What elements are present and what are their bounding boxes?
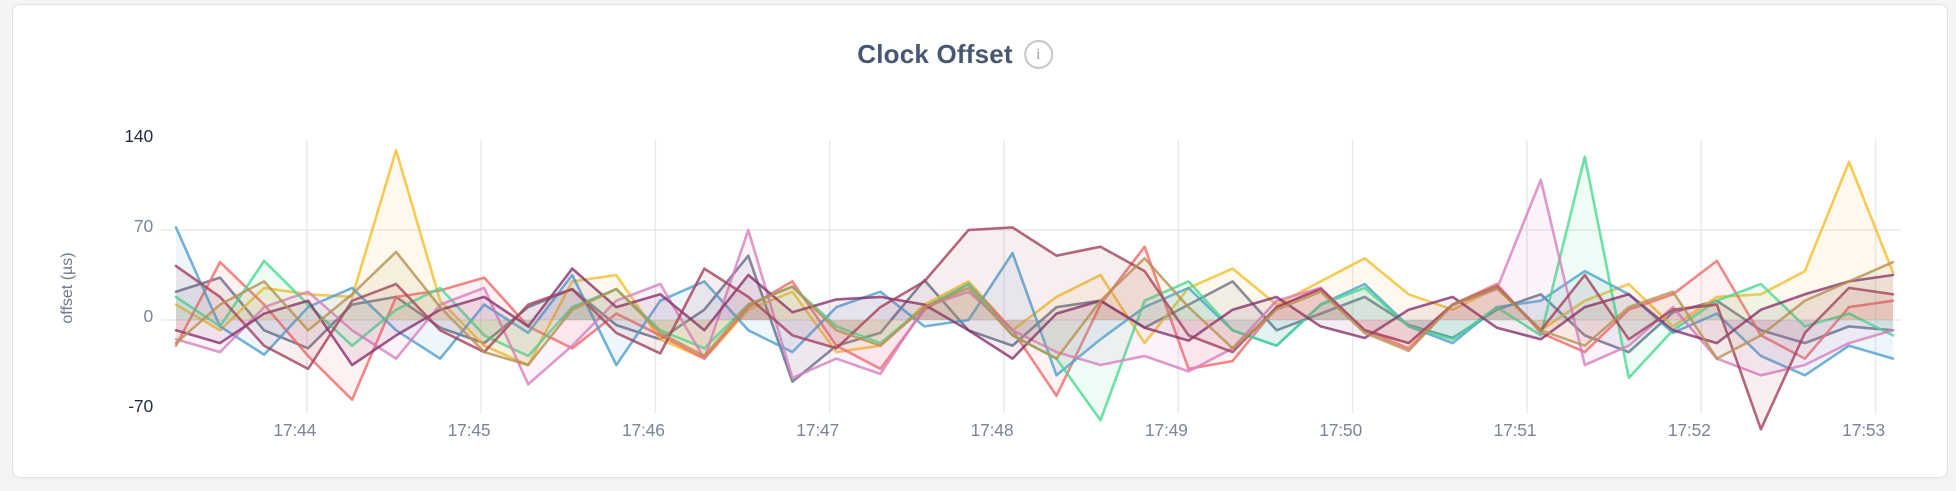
x-tick-label: 17:47 (796, 420, 840, 440)
line-chart[interactable] (13, 5, 1956, 491)
series-area-series-4 (176, 227, 1893, 376)
chart-title: Clock Offset (857, 39, 1013, 69)
info-icon[interactable]: i (1023, 40, 1053, 69)
y-tick-label: -70 (128, 396, 153, 416)
y-tick-label: 70 (133, 216, 153, 236)
x-tick-label: 17:53 (1842, 420, 1885, 440)
series-area-series-8 (176, 227, 1893, 430)
x-tick-label: 17:50 (1319, 420, 1362, 440)
series-area-series-6 (176, 179, 1893, 385)
x-tick-label: 17:44 (273, 420, 317, 440)
y-tick-label: 0 (143, 306, 153, 326)
x-tick-label: 17:49 (1144, 420, 1188, 440)
x-tick-label: 17:52 (1667, 420, 1711, 440)
chart-card: Clock Offset i offset (µs) 140 70 0 -70 17:… (12, 4, 1948, 478)
x-tick-label: 17:46 (621, 420, 665, 440)
series-line-series-6 (174, 178, 1895, 386)
series-area-series-3 (176, 246, 1893, 400)
x-tick-label: 17:45 (447, 420, 491, 440)
series-line-series-9 (174, 250, 1895, 367)
series-area-series-7 (176, 268, 1893, 365)
chart-header: Clock Offset i (857, 39, 1053, 70)
series-line-series-8 (174, 226, 1895, 431)
x-tick-label: 17:51 (1493, 420, 1537, 440)
series-line-series-7 (174, 267, 1895, 367)
x-tick-label: 17:48 (970, 420, 1014, 440)
series-line-series-3 (174, 245, 1895, 402)
y-tick-label: 140 (124, 126, 153, 146)
series-line-series-1 (174, 254, 1895, 384)
series-area-series-9 (176, 251, 1893, 365)
series-line-series-4 (174, 226, 1895, 377)
